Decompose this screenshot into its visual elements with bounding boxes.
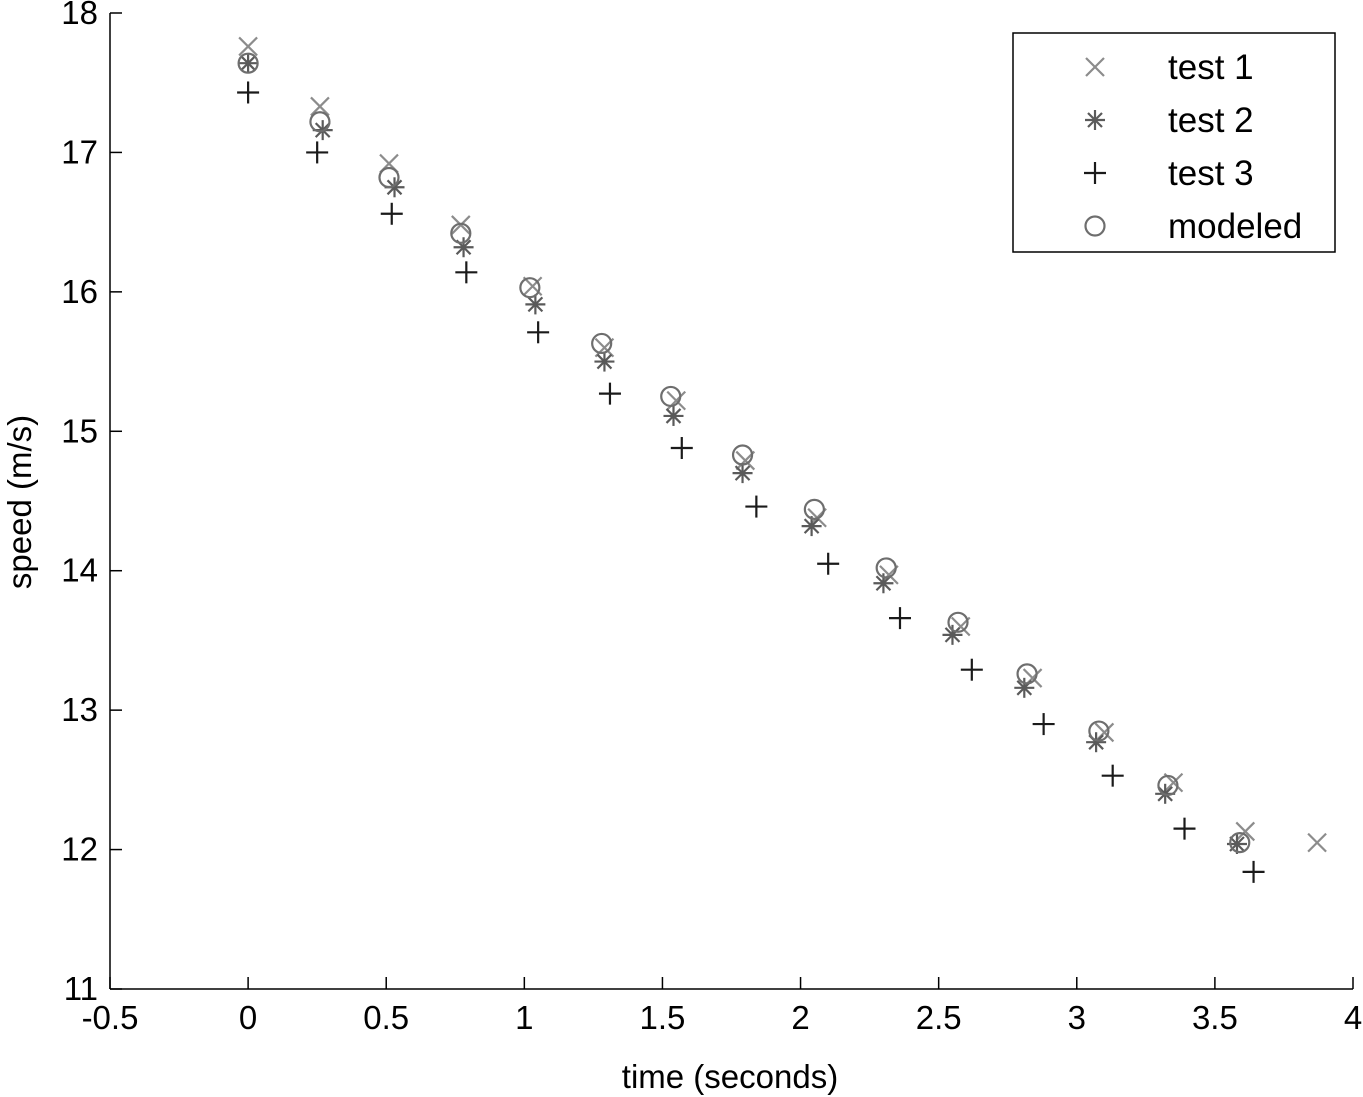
data-point: [663, 405, 684, 426]
data-point: [1157, 774, 1179, 797]
y-tick-label: 15: [61, 412, 98, 449]
data-point: [450, 222, 472, 244]
data-point: [455, 261, 478, 284]
x-tick-label: 3: [1068, 999, 1086, 1036]
axes: [109, 13, 1353, 990]
data-point: [1088, 720, 1110, 742]
data-point: [238, 53, 259, 74]
x-tick-label: -0.5: [82, 999, 139, 1036]
y-tick-label: 14: [61, 552, 98, 589]
data-point: [1101, 764, 1124, 787]
data-point: [1242, 860, 1265, 883]
data-point: [1229, 831, 1251, 854]
data-point: [1173, 817, 1196, 840]
legend-label: modeled: [1168, 207, 1302, 246]
data-point: [875, 557, 897, 579]
y-tick-label: 18: [61, 0, 98, 31]
data-point: [591, 332, 613, 355]
series-4: [237, 52, 1251, 854]
legend-label: test 3: [1168, 154, 1254, 193]
data-point: [947, 611, 969, 633]
x-axis-ticks: -0.5 0 0.5 1 1.5 2 2.5 3 3.5 4: [82, 977, 1362, 1036]
data-point: [525, 294, 546, 315]
y-tick-label: 13: [61, 691, 98, 728]
data-point: [817, 552, 840, 575]
legend-marker: [1085, 110, 1105, 130]
data-point: [594, 351, 615, 372]
x-tick-label: 3.5: [1192, 999, 1238, 1036]
data-point: [527, 321, 550, 344]
data-point: [1235, 821, 1256, 842]
data-point: [1016, 663, 1038, 685]
data-point: [237, 81, 260, 104]
data-point: [519, 277, 541, 299]
data-point: [453, 237, 474, 258]
data-point: [960, 658, 983, 681]
x-tick-label: 0: [239, 999, 257, 1036]
y-tick-label: 12: [61, 831, 98, 868]
data-point: [731, 444, 754, 466]
data-point: [745, 495, 768, 518]
legend-marker: [1085, 57, 1105, 77]
data-point: [670, 437, 693, 460]
legend-marker: [1084, 215, 1106, 237]
data-point: [888, 607, 911, 630]
x-tick-label: 1: [515, 999, 533, 1036]
x-tick-label: 4: [1344, 999, 1362, 1036]
data-point: [237, 52, 259, 74]
x-axis-title: time (seconds): [622, 1058, 838, 1095]
legend-item: test 2: [1085, 101, 1254, 140]
y-axis-ticks: 11 12 13 14 15 16 17 18: [61, 0, 122, 1007]
data-point: [380, 202, 403, 225]
x-tick-label: 2: [791, 999, 809, 1036]
data-points: [237, 36, 1327, 883]
legend-item: test 3: [1084, 154, 1254, 193]
legend-item: modeled: [1084, 207, 1302, 246]
data-point: [238, 36, 258, 57]
series-3: [237, 81, 1265, 883]
y-tick-label: 17: [61, 133, 98, 170]
y-axis-title: speed (m/s): [1, 415, 38, 589]
data-point: [451, 215, 471, 235]
data-point: [803, 498, 825, 520]
x-tick-label: 1.5: [640, 999, 686, 1036]
data-point: [942, 624, 963, 645]
legend-marker: [1084, 162, 1106, 184]
legend-label: test 2: [1168, 101, 1254, 140]
data-point: [1086, 732, 1107, 753]
legend-item: test 1: [1085, 48, 1254, 87]
legend-label: test 1: [1168, 48, 1254, 87]
legend-box: [1012, 32, 1336, 253]
data-point: [378, 166, 400, 189]
data-point: [306, 141, 329, 164]
data-point: [1032, 713, 1055, 736]
data-point: [660, 385, 682, 408]
x-tick-label: 2.5: [916, 999, 962, 1036]
data-point: [598, 382, 621, 405]
data-point: [732, 463, 753, 484]
data-point: [309, 111, 331, 133]
legend: test 1 test 2 test 3 modeled: [1012, 32, 1336, 253]
data-point: [1014, 677, 1035, 698]
y-tick-label: 11: [64, 970, 98, 1007]
data-point: [310, 96, 330, 117]
x-tick-label: 0.5: [363, 999, 409, 1036]
data-point: [1307, 832, 1327, 853]
y-tick-label: 16: [61, 273, 98, 310]
